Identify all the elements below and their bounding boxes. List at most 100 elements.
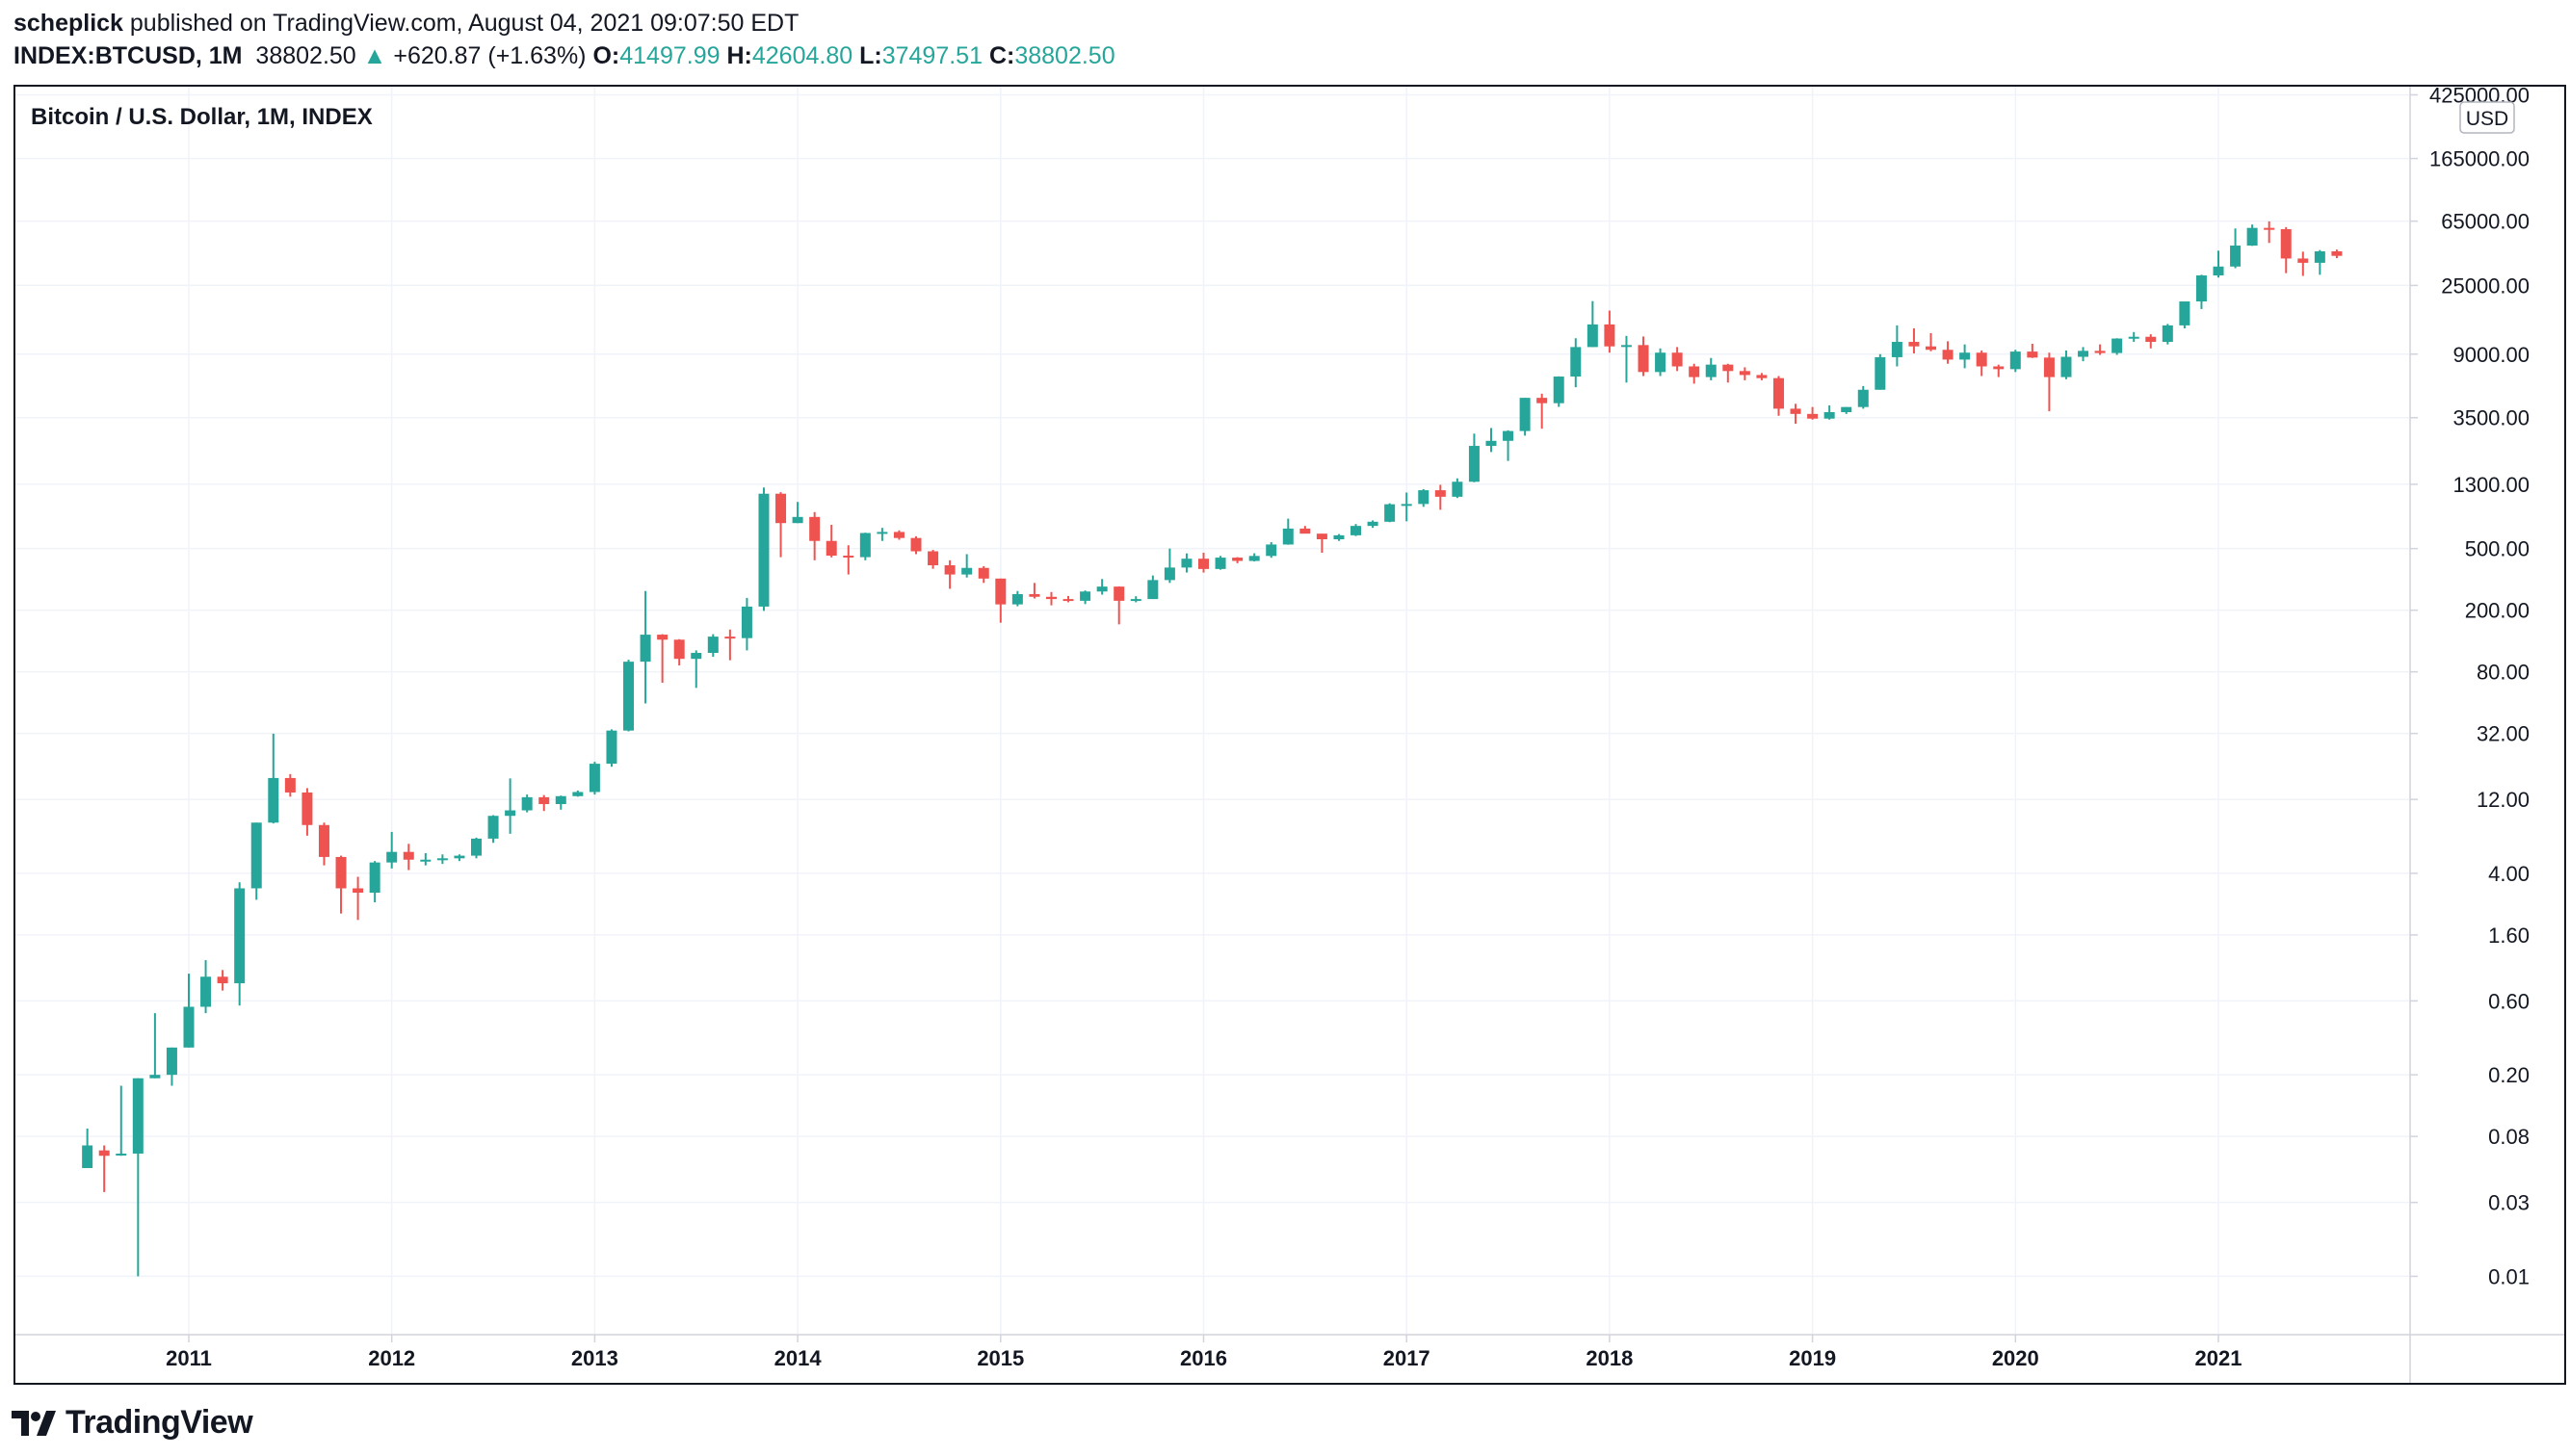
currency-badge[interactable]: USD (2459, 101, 2515, 134)
candle-body (623, 662, 635, 731)
candle (843, 545, 854, 575)
candle (623, 660, 635, 732)
time-scale[interactable]: 2011 2012 2013 2014 2015 2016 2017 2018 2019 2020… (166, 1335, 2242, 1370)
x-tick-label: 2014 (774, 1346, 823, 1370)
candle (893, 530, 905, 540)
candle-body (572, 792, 584, 796)
last-price: 38802.50 (255, 42, 356, 69)
currency-badge-label: USD (2466, 108, 2508, 130)
candle-body (877, 532, 888, 534)
x-tick-label: 2013 (571, 1346, 618, 1370)
candle (1029, 583, 1040, 599)
candle-body (1266, 544, 1277, 557)
x-tick-label: 2018 (1586, 1346, 1633, 1370)
candle-body (758, 493, 770, 607)
y-tick-label: 200.00 (2465, 599, 2530, 623)
candle-body (284, 777, 296, 793)
candle (741, 597, 752, 651)
candle (1248, 553, 1260, 562)
candle (2280, 226, 2292, 273)
candle (149, 1013, 161, 1079)
candle-body (961, 567, 973, 575)
y-tick-label: 32.00 (2477, 722, 2530, 746)
candle-body (1351, 526, 1362, 535)
candle (369, 861, 380, 902)
candle-body (1181, 559, 1193, 568)
tradingview-logo-icon (12, 1410, 56, 1436)
candle (1772, 376, 1784, 416)
candle-body (2246, 227, 2258, 247)
candle-body (1062, 599, 1074, 602)
candle (2094, 344, 2106, 355)
candle-body (2145, 336, 2157, 343)
candle-body (1096, 586, 1108, 592)
candle-body (555, 795, 566, 804)
tradingview-logo[interactable]: TradingView (12, 1404, 253, 1442)
candle (1756, 373, 1768, 380)
candle-body (2162, 325, 2173, 343)
y-tick-label: 0.03 (2488, 1191, 2530, 1215)
candle (2179, 301, 2190, 329)
candle (1401, 492, 1412, 522)
candle (1722, 363, 1734, 383)
candle (2145, 334, 2157, 349)
y-tick-label: 0.60 (2488, 989, 2530, 1013)
candle (1096, 579, 1108, 595)
price-chart[interactable]: 425000.00165000.0065000.0025000.009000.0… (15, 87, 2564, 1383)
candle-body (1434, 490, 1446, 497)
y-tick-label: 165000.00 (2429, 147, 2530, 171)
candle (403, 844, 414, 871)
candle (436, 854, 448, 865)
candle-body (1604, 324, 1615, 347)
candle (505, 778, 516, 834)
candle (1232, 557, 1244, 563)
candle (470, 837, 482, 859)
candle-body (116, 1153, 127, 1156)
chart-frame[interactable]: 425000.00 165000.00 65000.00 25000.00 9000.0… (13, 85, 2566, 1385)
author-name[interactable]: scheplick (13, 10, 123, 37)
candle (2195, 274, 2207, 309)
candle (1434, 484, 1446, 510)
candle (2331, 249, 2343, 259)
candle-body (1807, 413, 1819, 419)
candle-body (386, 851, 398, 863)
candle (1587, 300, 1598, 348)
candle-body (1333, 534, 1345, 540)
x-tick-label: 2016 (1180, 1346, 1227, 1370)
low-value: 37497.51 (881, 42, 983, 69)
close-value: 38802.50 (1014, 42, 1115, 69)
candle-body (859, 533, 871, 558)
candle-body (2264, 227, 2275, 230)
candle-body (2009, 351, 2021, 370)
candle-body (1401, 504, 1412, 507)
candle (1266, 541, 1277, 559)
candle-body (826, 540, 837, 557)
candle (1671, 347, 1683, 372)
high-key: H: (726, 42, 752, 69)
candle-body (1114, 586, 1125, 601)
candle (657, 634, 669, 684)
candle-body (1485, 440, 1497, 447)
candles (82, 221, 2343, 1277)
candle (1198, 552, 1209, 573)
candle (1908, 328, 1920, 353)
candle-body (1384, 504, 1396, 522)
candle (1468, 433, 1480, 482)
candle-body (1891, 342, 1902, 357)
candle-body (1215, 558, 1226, 569)
candle-body (691, 652, 702, 660)
candle (132, 1078, 144, 1277)
price-scale[interactable]: 425000.00165000.0065000.0025000.009000.0… (2410, 87, 2530, 1288)
y-tick-label: 12.00 (2477, 788, 2530, 812)
candle (792, 502, 803, 524)
candle-body (1942, 350, 1954, 360)
candle-body (1823, 411, 1835, 419)
y-tick-label: 500.00 (2465, 537, 2530, 561)
candle (1418, 488, 1429, 507)
symbol-label[interactable]: INDEX:BTCUSD, 1M (13, 42, 243, 69)
candle-body (1011, 593, 1023, 605)
candle-body (1790, 408, 1801, 414)
candle-body (1959, 352, 1971, 360)
candle (1164, 548, 1175, 584)
candle (217, 970, 228, 991)
